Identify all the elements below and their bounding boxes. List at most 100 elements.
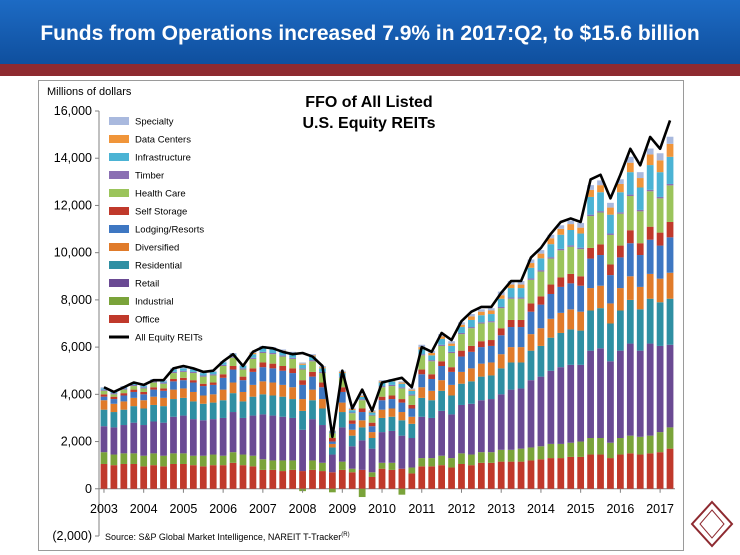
bar-segment <box>239 465 247 489</box>
bar-segment <box>607 264 614 276</box>
bar-segment <box>289 354 297 358</box>
bar-segment <box>199 373 207 376</box>
bar-segment <box>269 363 277 369</box>
bar-segment <box>378 380 386 382</box>
bar-segment <box>388 386 396 396</box>
legend-label: All Equity REITs <box>135 333 203 344</box>
bar-segment <box>497 449 505 462</box>
bar-segment <box>607 202 614 208</box>
bar-segment <box>388 430 396 463</box>
bar-segment <box>120 389 128 394</box>
bar-segment <box>587 310 594 351</box>
bar-segment <box>666 143 674 157</box>
bar-segment <box>438 455 445 466</box>
bar-segment <box>189 373 197 381</box>
bar-segment <box>626 243 634 277</box>
bar-segment <box>269 460 277 470</box>
bar-segment <box>617 213 624 246</box>
bar-segment <box>348 410 356 413</box>
bar-segment <box>120 463 128 489</box>
chart-frame: (2,000) 0 2,000 4,000 6,000 8,000 10,000 12,000… <box>38 80 684 551</box>
bar-segment <box>170 389 177 400</box>
bar-segment <box>418 466 426 489</box>
bar-segment <box>587 438 594 455</box>
bar-segment <box>507 449 515 462</box>
bar-segment <box>309 376 316 390</box>
bar-segment <box>170 373 177 379</box>
bar-segment <box>358 400 366 409</box>
bar-segment <box>448 395 455 415</box>
bar-segment <box>408 416 416 424</box>
bar-segment <box>120 388 128 390</box>
bar-segment <box>348 435 356 447</box>
bar-segment <box>329 488 336 493</box>
bar-segment <box>666 344 674 428</box>
bar-segment <box>398 381 406 383</box>
bar-segment <box>199 466 207 489</box>
bar-segment <box>120 393 128 396</box>
bar-segment <box>189 419 197 456</box>
bar-segment <box>428 360 436 362</box>
bar-segment <box>646 453 654 489</box>
bar-segment <box>219 377 227 390</box>
bar-segment <box>388 384 396 387</box>
bar-segment <box>577 276 585 286</box>
bar-segment <box>338 427 346 462</box>
bar-segment <box>368 412 376 415</box>
bar-segment <box>398 399 406 403</box>
source-note: Source: S&P Global Market Intelligence, … <box>105 532 350 542</box>
bar-segment <box>567 230 575 246</box>
bar-segment <box>269 353 277 355</box>
legend-label: Diversified <box>135 243 179 254</box>
bar-segment <box>458 453 465 464</box>
bar-segment <box>329 447 336 455</box>
bar-segment <box>358 395 366 397</box>
bar-segment <box>239 380 247 392</box>
bar-segment <box>626 343 634 436</box>
bar-segment <box>497 308 505 329</box>
nareit-logo-icon <box>690 500 734 548</box>
bar-segment <box>418 355 426 370</box>
bar-segment <box>408 395 416 405</box>
bar-segment <box>329 438 336 442</box>
bar-segment <box>189 371 197 374</box>
bar-segment <box>299 471 306 489</box>
bar-segment <box>160 390 167 398</box>
bar-segment <box>567 329 575 365</box>
bar-segment <box>567 283 575 310</box>
bar-segment <box>636 309 644 351</box>
bar-segment <box>259 414 267 460</box>
bar-segment <box>666 427 674 449</box>
x-tick-label: 2005 <box>170 502 198 516</box>
bar-segment <box>477 315 485 323</box>
bar-segment <box>309 419 316 461</box>
bar-segment <box>358 440 366 470</box>
legend-swatch <box>109 225 129 233</box>
bar-segment <box>458 327 465 333</box>
bar-segment <box>557 277 565 287</box>
bar-segment <box>408 388 416 390</box>
bar-segment <box>398 412 406 421</box>
bar-segment <box>418 369 426 375</box>
bar-segment <box>289 417 297 461</box>
bar-segment <box>348 420 356 424</box>
bar-segment <box>269 395 277 416</box>
bar-segment <box>527 350 535 381</box>
bar-segment <box>239 376 247 381</box>
bar-segment <box>557 367 565 444</box>
bar-segment <box>537 296 545 305</box>
bar-segment <box>646 273 654 299</box>
bar-segment <box>140 391 148 395</box>
bar-segment <box>567 309 575 330</box>
bar-segment <box>527 278 535 280</box>
bar-segment <box>140 400 148 409</box>
bar-segment <box>448 467 455 489</box>
bar-segment <box>448 371 455 385</box>
bar-segment <box>507 319 515 328</box>
bar-segment <box>348 423 356 430</box>
bar-segment <box>160 382 167 384</box>
bar-segment <box>259 469 267 489</box>
bar-segment <box>537 446 545 460</box>
bar-segment <box>666 136 674 144</box>
x-tick-label: 2015 <box>567 502 595 516</box>
